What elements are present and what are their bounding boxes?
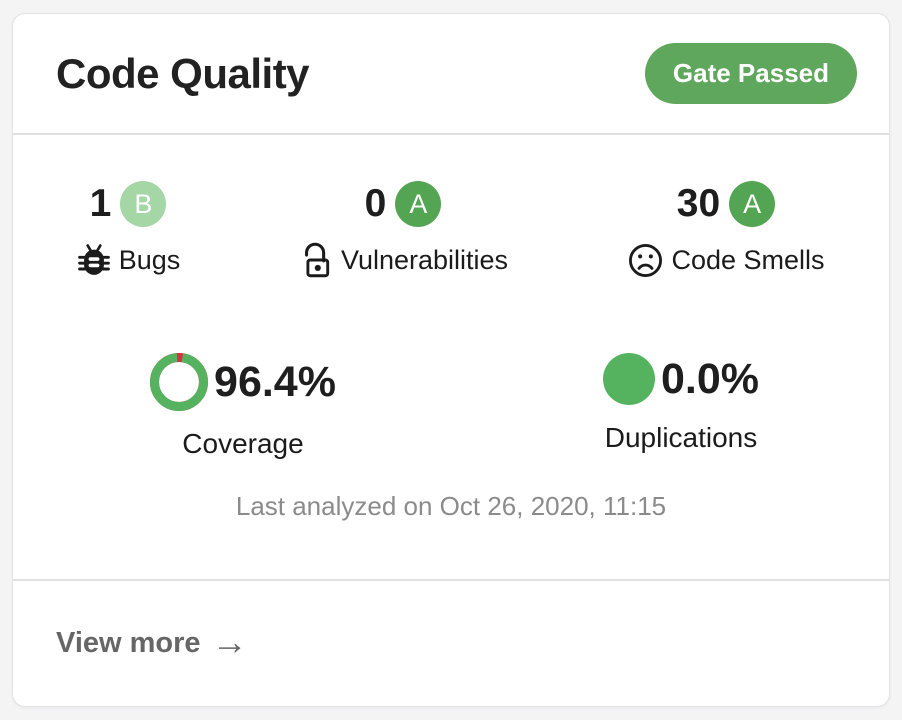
bugs-count: 1: [89, 182, 112, 225]
sad-face-icon: [627, 242, 664, 279]
last-analyzed-text: Last analyzed on Oct 26, 2020, 11:15: [235, 491, 667, 521]
card-body: 1 B Bugs: [13, 135, 889, 579]
view-more-link[interactable]: View more →: [56, 620, 248, 662]
issue-metrics-row: 1 B Bugs: [13, 181, 889, 279]
code-quality-card: Code Quality Gate Passed 1 B: [12, 13, 890, 707]
code-smells-label: Code Smells: [671, 245, 825, 275]
bugs-value-group: 1 B: [90, 181, 167, 227]
lock-open-icon: [298, 242, 334, 278]
bugs-rating-badge: B: [120, 181, 167, 227]
code-smells-rating-badge: A: [729, 181, 776, 227]
metric-bugs: 1 B Bugs: [13, 181, 243, 279]
vulnerabilities-label-group: Vulnerabilities: [298, 242, 508, 278]
bug-icon: [76, 242, 112, 278]
code-smells-count: 30: [676, 182, 721, 225]
vulnerabilities-count: 0: [364, 182, 387, 225]
arrow-right-icon: →: [211, 620, 248, 662]
bugs-label: Bugs: [118, 244, 181, 275]
quality-gate-status-badge: Gate Passed: [644, 43, 857, 104]
coverage-value-group: 96.4%: [150, 353, 336, 411]
duplications-value: 0.0%: [660, 354, 759, 403]
duplications-circle-chart: [602, 353, 655, 405]
page-title: Code Quality: [56, 49, 310, 97]
coverage-group: 96.4% Coverage: [13, 353, 473, 460]
card-header: Code Quality Gate Passed: [13, 14, 889, 135]
metric-code-smells: 30 A Code Smells: [563, 181, 889, 279]
bugs-label-group: Bugs: [76, 242, 181, 278]
duplications-label: Duplications: [604, 422, 758, 453]
coverage-value: 96.4%: [214, 357, 336, 406]
code-smells-value-group: 30 A: [676, 181, 776, 227]
coverage-donut-chart: [150, 353, 209, 411]
vulnerabilities-rating-badge: A: [395, 181, 442, 227]
card-footer: View more →: [13, 579, 889, 706]
code-smells-label-group: Code Smells: [627, 242, 825, 279]
view-more-label: View more: [56, 627, 201, 659]
vulnerabilities-label: Vulnerabilities: [340, 244, 509, 275]
percent-metrics-row: 96.4% Coverage 0.0% Duplications: [13, 353, 889, 460]
coverage-donut-arc: [150, 353, 209, 411]
metric-vulnerabilities: 0 A Vulnerabilities: [243, 181, 563, 279]
coverage-label: Coverage: [182, 428, 304, 459]
vulnerabilities-value-group: 0 A: [365, 181, 442, 227]
duplications-value-group: 0.0%: [602, 353, 759, 405]
duplications-group: 0.0% Duplications: [473, 353, 889, 460]
